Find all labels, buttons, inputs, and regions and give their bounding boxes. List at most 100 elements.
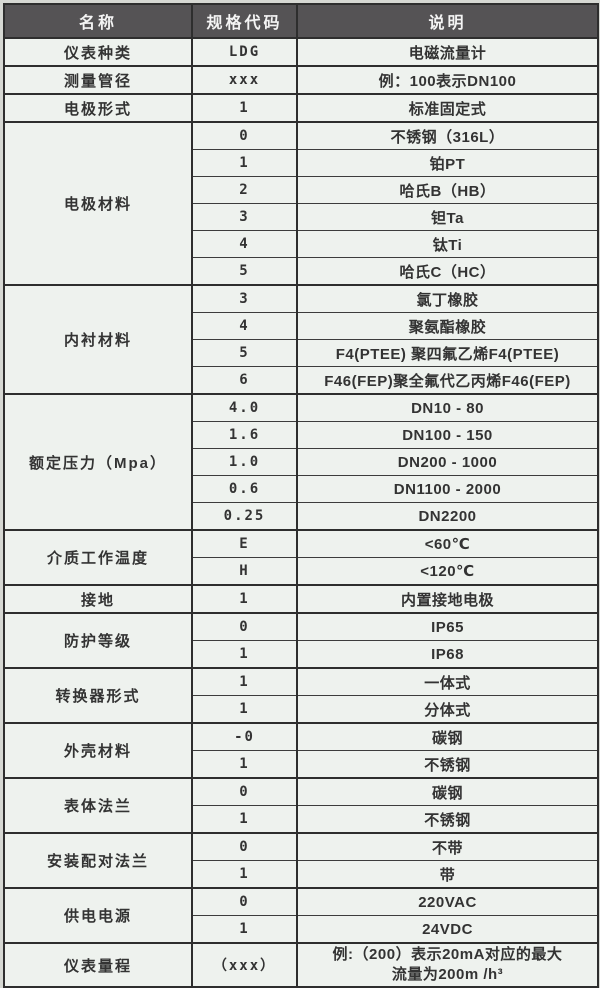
group-name-cell: 安装配对法兰 [3, 832, 193, 889]
group-name-cell: 内衬材料 [3, 284, 193, 395]
desc-cell: 带 [296, 860, 599, 889]
desc-cell: <60℃ [296, 529, 599, 558]
table-row: H <120℃ [4, 557, 599, 586]
code-cell: xxx [191, 65, 298, 95]
desc-cell: 不带 [296, 832, 599, 861]
desc-cell: 一体式 [296, 667, 599, 696]
code-cell: 3 [191, 284, 298, 313]
group-name-cell: 电极形式 [3, 93, 193, 123]
table-row: 内衬材料 3 氯丁橡胶 [3, 284, 599, 395]
code-cell: 6 [191, 366, 298, 395]
code-cell: 1 [191, 750, 298, 779]
group-name-cell: 供电电源 [3, 887, 193, 944]
table-row: 表体法兰 0 碳钢 [3, 777, 599, 834]
table-row: 电极形式 1 标准固定式 [3, 93, 599, 123]
desc-cell: 220VAC [296, 887, 599, 916]
code-cell: 0 [191, 612, 298, 641]
code-cell: LDG [191, 37, 298, 67]
desc-cell: IP68 [296, 640, 599, 669]
code-cell: 0 [191, 887, 298, 916]
code-cell: E [191, 529, 298, 558]
table-row: 额定压力（Mpa） 4.0 DN10 - 80 [3, 393, 599, 531]
desc-cell: 24VDC [296, 915, 599, 944]
group-name-cell: 介质工作温度 [3, 529, 193, 586]
desc-cell: F46(FEP)聚全氟代乙丙烯F46(FEP) [296, 366, 599, 395]
flowmeter-spec-table: 名称 规格代码 说明 仪表种类 LDG 电磁流量计 测量管径 xxx 例：100… [3, 3, 599, 988]
code-cell: -0 [191, 722, 298, 751]
desc-cell: 碳钢 [296, 722, 599, 751]
desc-cell: DN2200 [296, 502, 599, 531]
table-row: 1.0 DN200 - 1000 [4, 448, 599, 476]
table-row: 1.6 DN100 - 150 [4, 421, 599, 449]
code-cell: 1 [191, 584, 298, 614]
group-name-cell: 防护等级 [3, 612, 193, 669]
desc-cell: DN200 - 1000 [296, 448, 599, 476]
code-cell: 0.25 [191, 502, 298, 531]
code-cell: 1 [191, 640, 298, 669]
desc-cell: 哈氏C（HC） [296, 257, 599, 286]
desc-cell: DN1100 - 2000 [296, 475, 599, 503]
desc-cell: 聚氨酯橡胶 [296, 312, 599, 340]
code-cell: 3 [191, 203, 298, 231]
table-row: 3 钽Ta [4, 203, 599, 231]
group-name-cell: 仪表种类 [3, 37, 193, 67]
table-row: 安装配对法兰 0 不带 [3, 832, 599, 889]
code-cell: 0 [191, 777, 298, 806]
code-cell: 1 [191, 860, 298, 889]
code-cell: （xxx） [191, 942, 298, 988]
desc-cell: DN10 - 80 [296, 393, 599, 422]
table-row: 供电电源 0 220VAC [3, 887, 599, 944]
desc-cell: 钛Ti [296, 230, 599, 258]
header-row: 名称 规格代码 说明 [3, 3, 599, 39]
code-cell: 4.0 [191, 393, 298, 422]
desc-cell: 不锈钢（316L） [296, 121, 599, 150]
desc-cell: 例：100表示DN100 [296, 65, 599, 95]
code-cell: 5 [191, 339, 298, 367]
code-cell: 1.6 [191, 421, 298, 449]
group-name-cell: 表体法兰 [3, 777, 193, 834]
table-row: 1 IP68 [4, 640, 599, 669]
table-row: 0.25 DN2200 [4, 502, 599, 531]
desc-cell: IP65 [296, 612, 599, 641]
table-row: 0.6 DN1100 - 2000 [4, 475, 599, 503]
table-row: 接地 1 内置接地电极 [3, 584, 599, 614]
code-cell: 2 [191, 176, 298, 204]
code-cell: 0 [191, 121, 298, 150]
table-row: 外壳材料 -0 碳钢 [3, 722, 599, 779]
table-row: 转换器形式 1 一体式 [3, 667, 599, 724]
desc-cell: 例:（200）表示20mA对应的最大 流量为200m /h³ [296, 942, 599, 988]
group-name-cell: 额定压力（Mpa） [3, 393, 193, 531]
table-row: 测量管径 xxx 例：100表示DN100 [3, 65, 599, 95]
code-cell: 0 [191, 832, 298, 861]
code-cell: 1 [191, 149, 298, 177]
table-row: 仪表量程 （xxx） 例:（200）表示20mA对应的最大 流量为200m /h… [3, 942, 599, 988]
desc-cell: 分体式 [296, 695, 599, 724]
table-row: 4 钛Ti [4, 230, 599, 258]
desc-cell: 铂PT [296, 149, 599, 177]
table-row: 4 聚氨酯橡胶 [4, 312, 599, 340]
desc-cell: 氯丁橡胶 [296, 284, 599, 313]
group-name-cell: 仪表量程 [3, 942, 193, 988]
desc-cell: 碳钢 [296, 777, 599, 806]
group-name-cell: 外壳材料 [3, 722, 193, 779]
table-row: 5 F4(PTEE) 聚四氟乙烯F4(PTEE) [4, 339, 599, 367]
desc-cell: 哈氏B（HB） [296, 176, 599, 204]
code-cell: 5 [191, 257, 298, 286]
table-row: 6 F46(FEP)聚全氟代乙丙烯F46(FEP) [4, 366, 599, 395]
code-cell: 1 [191, 93, 298, 123]
table-row: 仪表种类 LDG 电磁流量计 [3, 37, 599, 67]
group-name-cell: 接地 [3, 584, 193, 614]
desc-cell: 不锈钢 [296, 805, 599, 834]
code-cell: 1 [191, 667, 298, 696]
code-cell: 1.0 [191, 448, 298, 476]
code-cell: 1 [191, 805, 298, 834]
table-row: 介质工作温度 E <60℃ [3, 529, 599, 586]
table-row: 电极材料 0 不锈钢（316L） [3, 121, 599, 286]
desc-line-2: 流量为200m /h³ [391, 966, 504, 983]
header-desc: 说明 [296, 3, 599, 39]
code-cell: 1 [191, 915, 298, 944]
spec-table-container: 名称 规格代码 说明 仪表种类 LDG 电磁流量计 测量管径 xxx 例：100… [3, 3, 599, 988]
group-name-cell: 转换器形式 [3, 667, 193, 724]
table-row: 1 不锈钢 [4, 805, 599, 834]
desc-cell: 标准固定式 [296, 93, 599, 123]
